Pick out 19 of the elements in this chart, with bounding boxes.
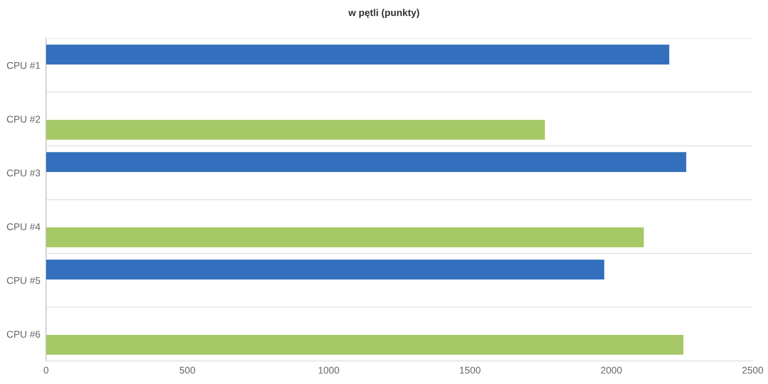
x-tick-label: 0 [44, 366, 48, 374]
bar [46, 152, 686, 172]
bar [46, 260, 604, 280]
x-tick-label: 2500 [742, 366, 764, 374]
bar [46, 44, 670, 64]
x-tick-label: 500 [180, 366, 196, 374]
y-tick-label: CPU #5 [6, 277, 40, 284]
bar [46, 227, 644, 248]
y-tick-label: CPU #4 [6, 223, 40, 230]
y-tick-label: CPU #1 [6, 62, 40, 69]
y-tick-label: CPU #6 [6, 330, 40, 338]
bar [46, 334, 684, 355]
x-tick-label: 1500 [460, 366, 480, 374]
x-tick-label: 1000 [318, 366, 340, 374]
bar [46, 120, 545, 140]
chart-title: w pętli (punkty) [348, 8, 420, 18]
x-tick-label: 2000 [601, 366, 622, 374]
y-tick-label: CPU #2 [6, 116, 40, 123]
y-tick-label: CPU #3 [6, 170, 40, 176]
